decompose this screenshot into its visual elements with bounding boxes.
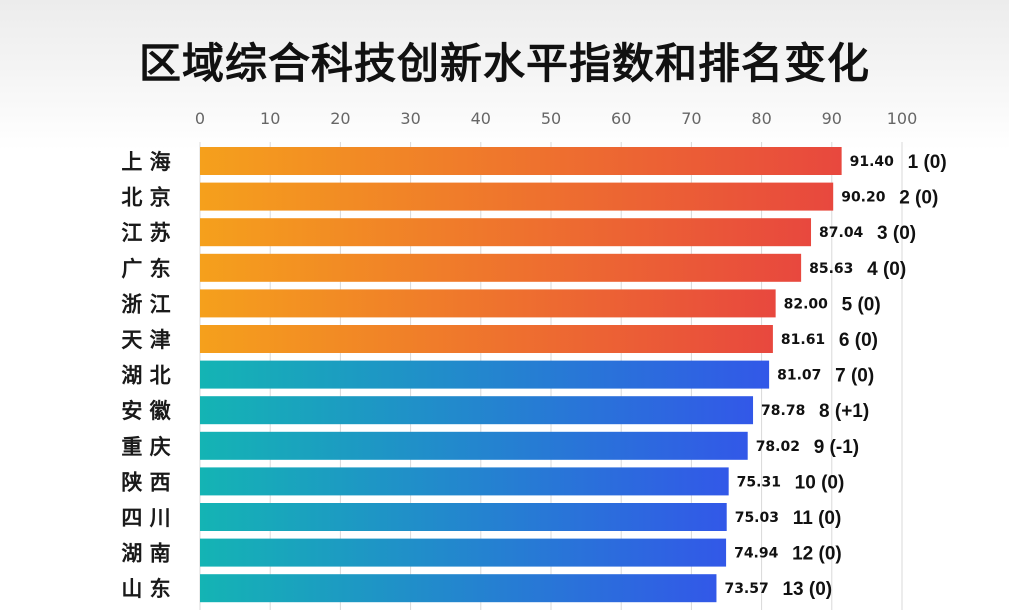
x-tick-label: 40: [471, 109, 491, 128]
bars: [200, 147, 842, 603]
category-label: 陕 西: [121, 470, 170, 494]
chart-title: 区域综合科技创新水平指数和排名变化: [138, 39, 870, 88]
rank-label: 9 (-1): [814, 437, 859, 458]
bar: [200, 147, 842, 175]
data-label: 74.94: [734, 546, 779, 562]
data-label: 78.02: [756, 439, 800, 455]
rank-label: 1 (0): [908, 152, 947, 173]
data-label: 91.40: [850, 154, 895, 170]
category-label: 重 庆: [121, 435, 170, 459]
rank-label: 2 (0): [899, 188, 938, 209]
rank-label: 10 (0): [795, 472, 845, 493]
x-tick-label: 70: [681, 109, 701, 128]
rank-label: 13 (0): [782, 579, 832, 600]
bar: [200, 289, 776, 318]
bar: [200, 574, 717, 603]
category-label: 安 徽: [121, 399, 171, 423]
x-tick-label: 80: [751, 109, 771, 128]
bar: [200, 503, 727, 531]
rank-label: 7 (0): [835, 366, 874, 387]
x-tick-label: 90: [822, 109, 842, 128]
rank-label: 12 (0): [792, 544, 842, 565]
data-label: 75.03: [735, 510, 779, 526]
data-label: 81.07: [777, 368, 821, 384]
x-tick-label: 60: [611, 109, 631, 128]
data-label: 75.31: [737, 474, 781, 490]
category-label: 湖 南: [121, 542, 170, 566]
rank-label: 6 (0): [839, 330, 878, 351]
rank-label: 4 (0): [867, 259, 906, 280]
x-tick-label: 50: [541, 109, 561, 128]
data-label: 87.04: [819, 225, 864, 241]
category-label: 天 津: [121, 328, 170, 352]
data-label: 81.61: [781, 332, 825, 348]
bar: [200, 253, 802, 282]
x-axis-ticks: 0 10 20 30 40 50 60 70 80 90 100: [195, 109, 917, 128]
bar: [200, 182, 834, 211]
rank-label: 8 (+1): [819, 401, 869, 422]
x-tick-label: 0: [195, 109, 205, 128]
category-label: 上 海: [121, 150, 170, 174]
x-tick-label: 30: [400, 109, 420, 128]
category-label: 江 苏: [121, 221, 170, 245]
bar: [200, 360, 770, 389]
bar: [200, 538, 727, 567]
rank-label: 3 (0): [877, 223, 916, 244]
bar: [200, 396, 754, 425]
x-tick-label: 10: [260, 109, 280, 128]
rank-label: 11 (0): [793, 508, 842, 529]
bar: [200, 218, 812, 247]
data-label: 78.78: [761, 403, 805, 419]
category-label: 湖 北: [121, 364, 170, 388]
data-label: 82.00: [784, 296, 829, 312]
data-label: 73.57: [724, 581, 768, 597]
x-tick-label: 20: [330, 109, 350, 128]
category-label: 浙 江: [121, 292, 170, 316]
bar: [200, 467, 729, 496]
bar: [200, 431, 748, 460]
bar: [200, 325, 773, 353]
rank-label: 5 (0): [842, 294, 881, 315]
data-label: 85.63: [809, 261, 853, 277]
category-label: 北 京: [121, 186, 170, 210]
x-tick-label: 100: [887, 109, 918, 128]
category-label: 四 川: [121, 506, 170, 530]
data-label: 90.20: [841, 190, 886, 206]
labels: 上 海 91.40 1 (0) 北 京 90.20 2 (0) 江 苏 87.04 3 (0) 广…: [121, 150, 946, 601]
category-label: 山 东: [121, 577, 170, 601]
category-label: 广 东: [121, 257, 170, 281]
